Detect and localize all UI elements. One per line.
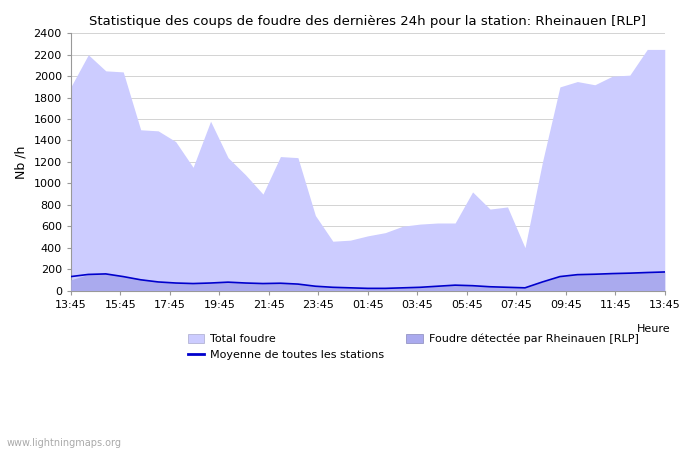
Y-axis label: Nb /h: Nb /h: [15, 145, 28, 179]
Text: Heure: Heure: [637, 324, 671, 334]
Text: www.lightningmaps.org: www.lightningmaps.org: [7, 438, 122, 448]
Legend: Total foudre, Moyenne de toutes les stations, Foudre détectée par Rheinauen [RLP: Total foudre, Moyenne de toutes les stat…: [183, 329, 643, 365]
Title: Statistique des coups de foudre des dernières 24h pour la station: Rheinauen [RL: Statistique des coups de foudre des dern…: [90, 15, 646, 28]
